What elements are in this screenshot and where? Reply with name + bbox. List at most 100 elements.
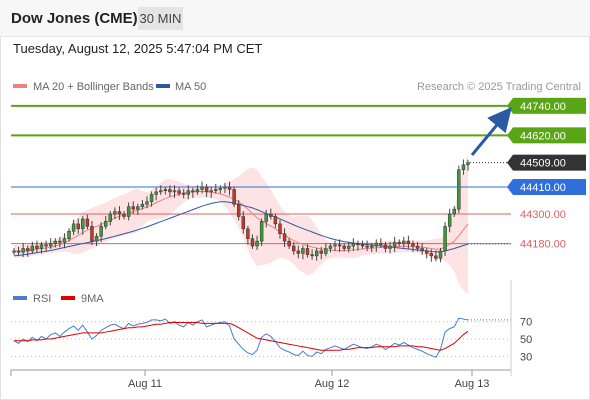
candle-body: [67, 231, 71, 239]
candle-body: [278, 223, 282, 234]
candle-body: [466, 162, 470, 166]
candle-body: [402, 240, 406, 244]
candle-body: [209, 190, 213, 193]
rsi-grid: 70 50 30: [11, 317, 532, 363]
level-label: 44620.00: [520, 130, 566, 142]
candle-body: [273, 216, 278, 225]
candle-body: [71, 223, 76, 232]
candle-body: [324, 248, 328, 254]
candle-body: [140, 203, 145, 207]
candle-body: [81, 218, 85, 230]
candle-body: [406, 240, 411, 244]
candle-body: [35, 245, 39, 249]
candle-body: [447, 213, 452, 227]
level-label-pointer: [507, 154, 513, 171]
legend-swatch-9ma: [61, 296, 75, 300]
candle-body: [12, 250, 16, 253]
candle-body: [200, 186, 204, 190]
candle-body: [365, 245, 369, 248]
candle-body: [379, 243, 383, 246]
bollinger-fill: [14, 153, 468, 295]
candle-body: [457, 169, 461, 210]
candle-body: [443, 226, 447, 252]
legend-rsi-label: RSI: [33, 293, 51, 305]
x-tick-label: Aug 13: [455, 378, 490, 390]
candle-body: [108, 213, 113, 222]
candle-body: [383, 244, 388, 249]
candle-body: [392, 242, 397, 247]
candle-body: [154, 191, 158, 195]
candle-body: [186, 190, 190, 195]
candle-body: [429, 253, 434, 257]
candle-body: [149, 194, 154, 203]
legend-swatch-ma50: [156, 84, 170, 88]
header-bar: Dow Jones (CME) 30 MIN: [0, 0, 590, 37]
instrument-title: Dow Jones (CME): [11, 10, 138, 27]
candle-body: [236, 203, 241, 217]
candle-body: [388, 245, 392, 249]
candle-body: [227, 186, 232, 190]
level-label-bg: [513, 97, 586, 114]
rsi-tick-label: 50: [520, 334, 532, 346]
candle-body: [131, 206, 135, 210]
rsi-tick-label: 30: [520, 351, 532, 363]
candle-body: [360, 244, 365, 247]
candle-body: [76, 223, 80, 230]
candle-body: [259, 221, 264, 242]
bollinger-bands: [14, 153, 468, 295]
moving-averages: [13, 190, 511, 257]
candle-body: [232, 189, 236, 205]
candle-body: [305, 248, 310, 255]
candle-body: [44, 244, 48, 247]
level-labels: 44740.00 44620.00 44509.00 44410.00 44300.00…: [507, 97, 586, 251]
candle-body: [163, 189, 168, 191]
candle-body: [218, 187, 223, 190]
candle-body: [16, 250, 21, 253]
candle-body: [90, 226, 94, 242]
legend-ma20-label: MA 20 + Bollinger Bands: [33, 81, 154, 93]
level-label: 44410.00: [520, 182, 566, 194]
candle-body: [85, 218, 90, 227]
candle-body: [319, 250, 323, 254]
x-ticks: Aug 11 Aug 12 Aug 13: [10, 370, 490, 390]
candle-body: [62, 238, 67, 243]
level-label-bg: [513, 127, 586, 144]
candle-body: [269, 213, 273, 217]
rsi-9ma-line: [14, 322, 469, 351]
candle-body: [461, 164, 466, 171]
candle-body: [99, 226, 103, 237]
candle-body: [113, 211, 117, 215]
candle-body: [48, 243, 53, 247]
candle-body: [223, 186, 227, 189]
x-tick-label: Aug 11: [128, 378, 162, 390]
level-label-pointer: [507, 97, 513, 114]
candle-body: [30, 245, 35, 252]
candle-body: [328, 245, 333, 249]
candle-body: [420, 248, 424, 252]
candle-body: [296, 250, 301, 254]
candle-body: [342, 245, 346, 249]
level-label-bg: [513, 154, 586, 171]
level-label-pointer: [507, 179, 513, 195]
candle-body: [452, 208, 456, 215]
candle-body: [347, 245, 351, 249]
candle-body: [246, 228, 250, 239]
candle-body: [136, 206, 140, 210]
timeframe-button[interactable]: 30 MIN: [138, 7, 183, 30]
datetime-label: Tuesday, August 12, 2025 5:47:04 PM CET: [13, 41, 263, 56]
candle-body: [255, 240, 259, 247]
candle-body: [374, 243, 379, 247]
legend-9ma-label: 9MA: [81, 293, 104, 305]
legend-swatch-rsi: [13, 296, 27, 300]
candle-body: [103, 221, 108, 227]
level-label-pointer: [507, 127, 513, 144]
candle-body: [310, 254, 314, 257]
candle-body: [126, 206, 131, 217]
candle-body: [314, 250, 319, 257]
candle-body: [241, 216, 246, 230]
candle-body: [301, 248, 305, 254]
candle-body: [168, 189, 172, 193]
candle-body: [397, 242, 401, 244]
candle-body: [204, 186, 209, 193]
candle-body: [292, 245, 296, 252]
